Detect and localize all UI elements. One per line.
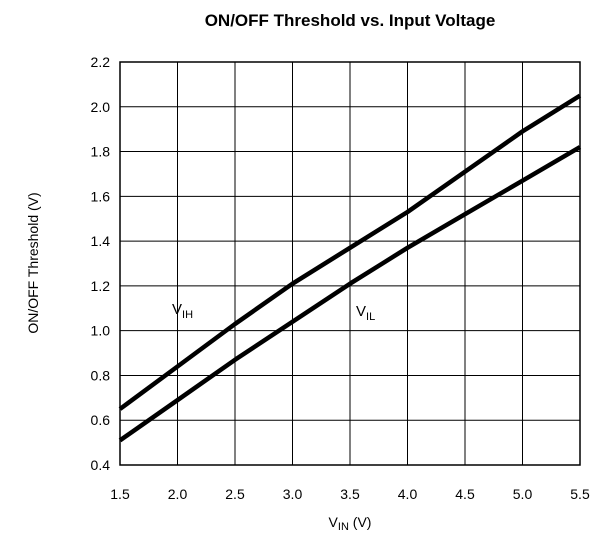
chart-title: ON/OFF Threshold vs. Input Voltage bbox=[205, 11, 496, 30]
x-tick-labels: 1.5 2.0 2.5 3.0 3.5 4.0 4.5 5.0 5.5 bbox=[110, 486, 590, 502]
x-tick-label: 1.5 bbox=[110, 486, 130, 502]
y-tick-label: 0.4 bbox=[91, 457, 111, 473]
series-label-vih: VIH bbox=[172, 301, 193, 321]
y-axis-label: ON/OFF Threshold (V) bbox=[25, 192, 41, 333]
x-tick-label: 5.0 bbox=[513, 486, 533, 502]
grid bbox=[119, 61, 581, 466]
y-tick-label: 1.0 bbox=[91, 323, 111, 339]
y-tick-label: 2.0 bbox=[91, 99, 111, 115]
x-tick-label: 4.5 bbox=[455, 486, 475, 502]
y-tick-label: 0.6 bbox=[91, 412, 111, 428]
series-layer bbox=[118, 93, 582, 443]
x-tick-label: 2.5 bbox=[225, 486, 245, 502]
plot-frame bbox=[119, 61, 581, 466]
y-tick-label: 0.8 bbox=[91, 367, 111, 383]
y-tick-label: 1.8 bbox=[91, 144, 111, 160]
y-tick-label: 2.2 bbox=[91, 54, 111, 70]
y-tick-labels: 0.4 0.6 0.8 1.0 1.2 1.4 1.6 1.8 2.0 2.2 bbox=[91, 54, 111, 473]
x-axis-label: VIN (V) bbox=[329, 514, 372, 533]
x-tick-label: 3.5 bbox=[340, 486, 360, 502]
x-tick-label: 4.0 bbox=[398, 486, 418, 502]
series-line-il bbox=[118, 145, 582, 443]
series-label-vil: VIL bbox=[356, 303, 375, 323]
x-tick-label: 3.0 bbox=[283, 486, 303, 502]
y-tick-label: 1.2 bbox=[91, 278, 111, 294]
y-tick-label: 1.4 bbox=[91, 233, 111, 249]
x-tick-label: 2.0 bbox=[168, 486, 188, 502]
series-line-ih bbox=[118, 93, 582, 411]
x-tick-label: 5.5 bbox=[570, 486, 590, 502]
y-tick-label: 1.6 bbox=[91, 188, 111, 204]
